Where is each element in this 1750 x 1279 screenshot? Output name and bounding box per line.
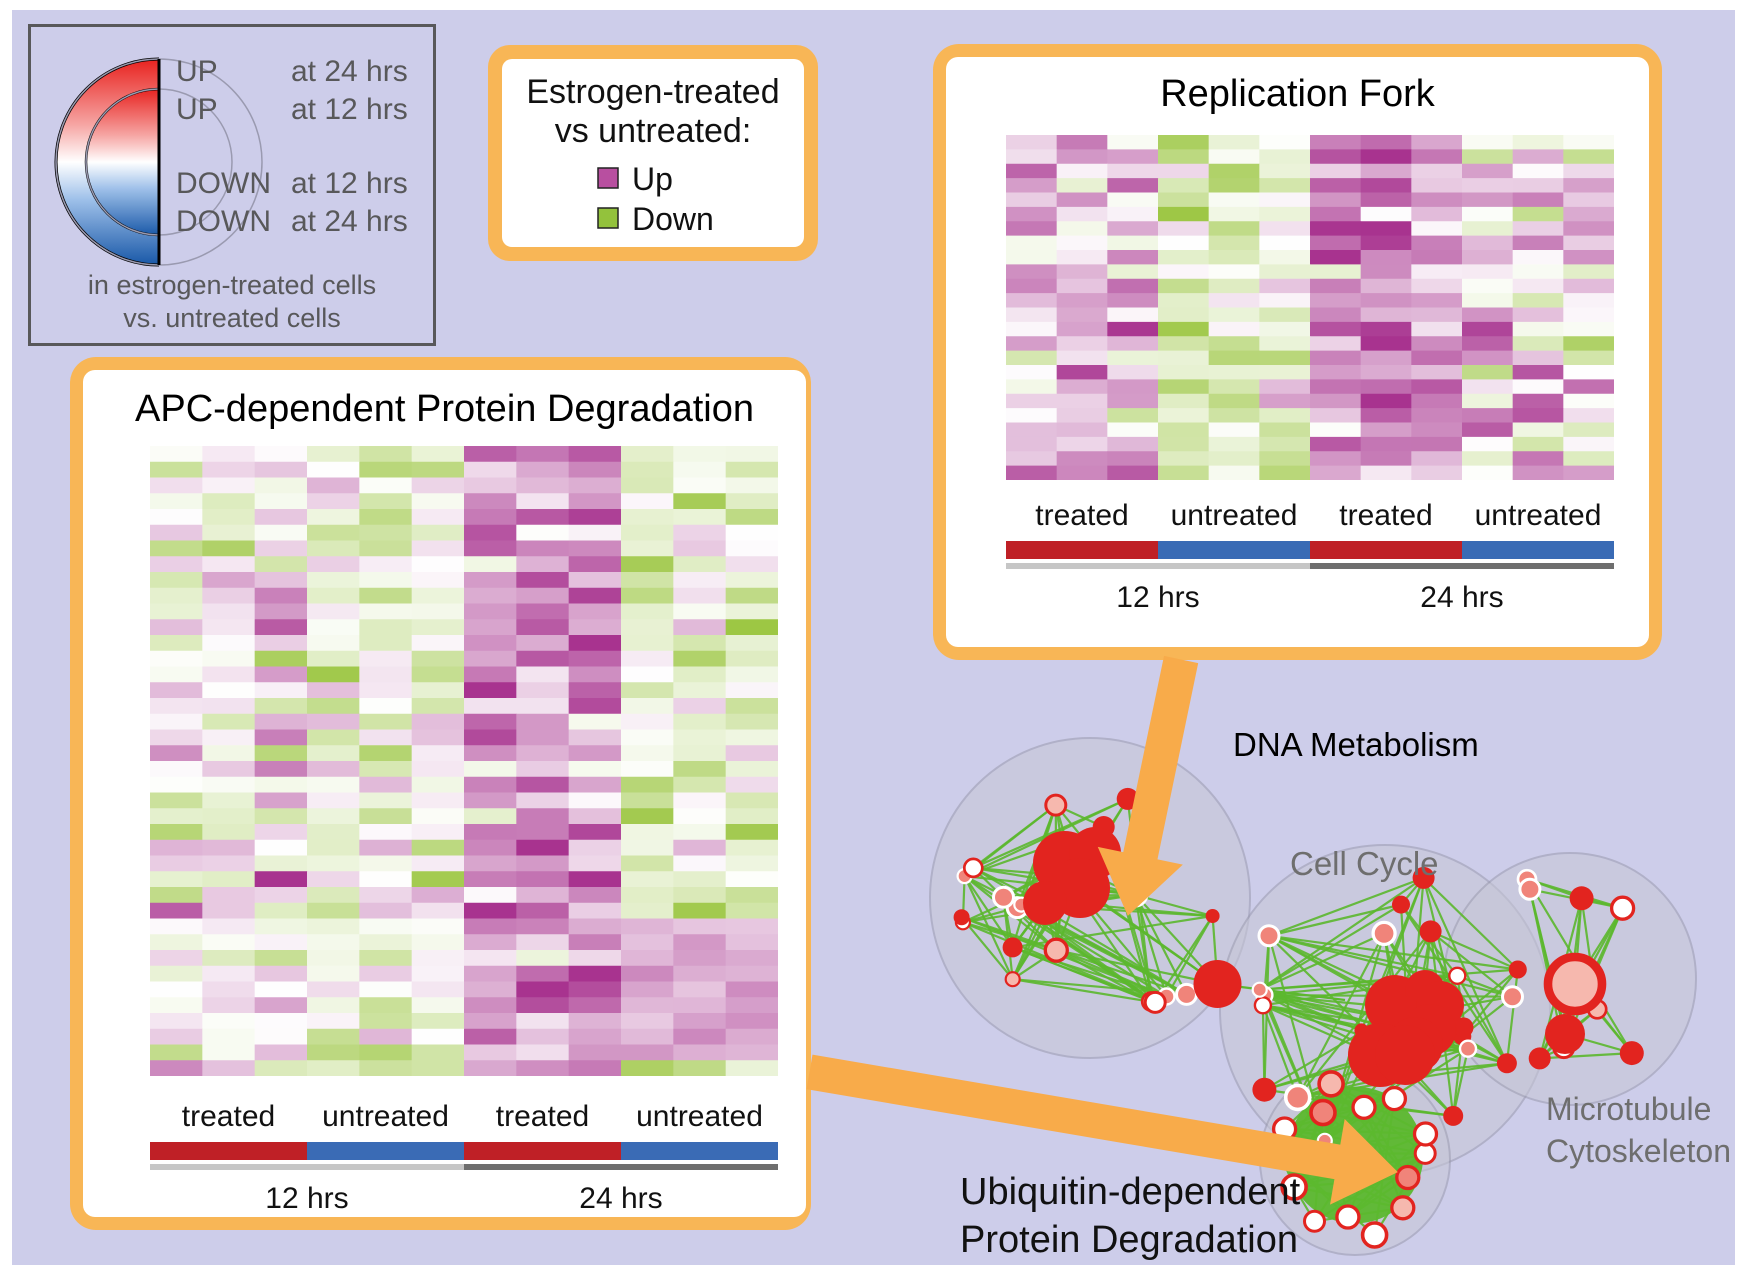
svg-text:DNA Metabolism: DNA Metabolism xyxy=(1233,726,1479,763)
svg-text:Microtubule: Microtubule xyxy=(1546,1091,1711,1127)
svg-text:Cell Cycle: Cell Cycle xyxy=(1290,845,1439,882)
svg-text:Cytoskeleton: Cytoskeleton xyxy=(1546,1133,1731,1169)
